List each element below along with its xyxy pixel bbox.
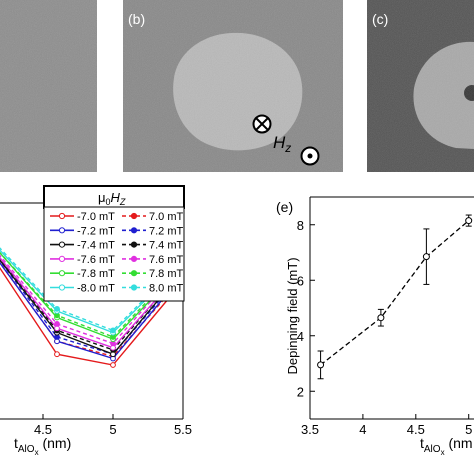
data-point — [377, 308, 385, 327]
point-marker — [317, 361, 325, 369]
legend-marker — [58, 270, 66, 277]
panel-a-image — [0, 0, 97, 172]
y-tick-label: 6 — [297, 273, 304, 288]
right-x-axis-label: tAlOx (nm — [420, 435, 473, 457]
legend-label: 8.0 mT — [149, 283, 184, 295]
legend-marker — [130, 284, 138, 291]
legend-marker — [130, 255, 138, 262]
series-point — [54, 351, 60, 358]
series-line-4 — [0, 259, 170, 356]
panel-e-label: (e) — [276, 199, 293, 215]
legend-marker — [130, 270, 138, 277]
panel-b-label: (b) — [128, 11, 145, 27]
legend-label: 7.8 mT — [149, 268, 184, 280]
legend-label: 7.6 mT — [149, 254, 184, 266]
series-point — [110, 327, 116, 334]
legend-label: -7.8 mT — [77, 268, 115, 280]
right-chart-xticks: 3.5 4 4.5 5 — [301, 414, 472, 437]
series-line-10 — [0, 249, 170, 334]
series-line-2 — [0, 261, 170, 360]
series-line-8 — [0, 251, 170, 340]
point-marker — [422, 253, 430, 261]
left-x-axis-label: tAlOx (nm) — [14, 435, 71, 457]
y-tick-label: 8 — [297, 218, 304, 233]
point-marker — [465, 217, 473, 225]
field-label: Hz — [273, 133, 291, 155]
right-chart-yticks: 2 4 6 8 — [297, 218, 315, 399]
panel-b-image: (b) Hz — [123, 0, 343, 172]
field-into-page-icon — [252, 114, 272, 134]
panel-c-image: (c) — [367, 0, 474, 172]
legend-box — [43, 206, 185, 302]
legend-title: μ0HZ — [98, 190, 126, 207]
legend-marker — [130, 241, 138, 248]
series-line-7 — [0, 254, 170, 345]
x-tick-label: 3.5 — [301, 422, 319, 437]
data-point — [422, 228, 430, 285]
legend-marker — [58, 227, 66, 234]
legend-label: 7.0 mT — [149, 211, 184, 223]
legend-label: 7.2 mT — [149, 225, 184, 237]
data-point — [465, 214, 473, 227]
legend-marker — [58, 212, 66, 220]
x-tick-label: 4.5 — [34, 422, 52, 437]
series-line-0 — [0, 266, 170, 366]
series-point — [110, 362, 116, 368]
panel-c-label: (c) — [372, 11, 388, 27]
series-point — [54, 321, 60, 327]
right-chart-series — [317, 214, 473, 380]
left-chart-xticks: 4.5 5 5.5 — [34, 414, 192, 437]
legend-label: -7.2 mT — [77, 225, 115, 237]
series-point — [54, 305, 60, 312]
x-tick-label: 4 — [359, 422, 366, 437]
series-line-11 — [0, 247, 170, 332]
x-tick-label: 4.5 — [407, 422, 425, 437]
legend-label: 7.4 mT — [149, 240, 184, 252]
depinning-line — [320, 220, 470, 366]
legend-marker — [130, 227, 138, 234]
legend-marker — [130, 212, 138, 220]
data-point — [317, 350, 325, 380]
legend-label: -7.0 mT — [77, 211, 115, 223]
legend-label: -7.4 mT — [77, 240, 115, 252]
legend-label: -7.6 mT — [77, 254, 115, 266]
y-tick-label: 2 — [297, 384, 304, 399]
legend-marker — [58, 284, 66, 291]
legend-marker — [58, 255, 66, 262]
legend: μ0HZ -7.0 mT 7.0 mT -7.2 mT 7.2 mT -7.4 mT 7.… — [43, 185, 185, 302]
right-y-axis-label: Depinning field (mT) — [285, 257, 300, 374]
y-tick-label: 4 — [297, 329, 304, 344]
series-line-6 — [0, 256, 170, 349]
point-marker — [377, 314, 385, 322]
series-line-3 — [0, 259, 170, 356]
x-tick-label: 5.5 — [174, 422, 192, 437]
legend-marker — [58, 241, 66, 248]
x-tick-label: 5 — [109, 422, 116, 437]
field-out-of-page-icon — [300, 146, 320, 166]
x-tick-label: 5 — [465, 422, 472, 437]
legend-label: -8.0 mT — [77, 283, 115, 295]
